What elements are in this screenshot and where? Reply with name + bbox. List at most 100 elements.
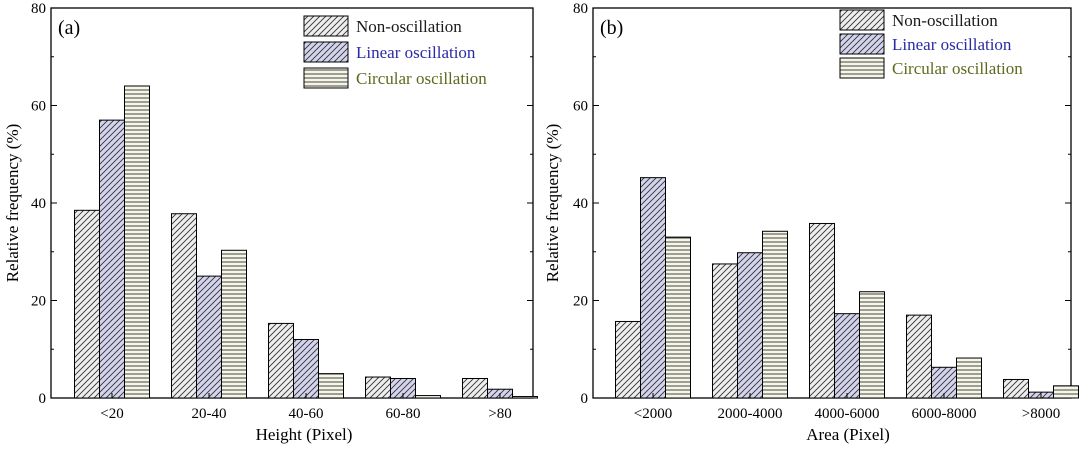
bar xyxy=(906,314,932,399)
bar-group xyxy=(74,85,538,399)
y-tick-label: 20 xyxy=(573,294,588,310)
bar xyxy=(615,320,641,399)
legend-swatch-outline xyxy=(839,57,885,79)
bar-hatch xyxy=(365,377,391,398)
legend-swatch-outline xyxy=(303,41,349,63)
legend-label: Non-oscillation xyxy=(356,17,462,36)
bar xyxy=(665,236,691,399)
bar xyxy=(931,366,957,399)
y-axis-ticks: 0 20 40 60 80 xyxy=(31,1,533,407)
bar xyxy=(99,119,125,399)
bar xyxy=(462,378,488,399)
x-tick-label: >8000 xyxy=(1022,406,1060,422)
x-tick-label: 20-40 xyxy=(192,406,227,422)
bar xyxy=(221,249,247,399)
bar xyxy=(512,396,538,399)
legend-swatch-outline xyxy=(839,9,885,31)
bar xyxy=(365,376,391,399)
bar-hatch xyxy=(737,252,763,398)
x-axis-ticks: <2000 2000-4000 4000-6000 6000-8000 >8000 xyxy=(634,393,1060,422)
bar xyxy=(196,275,222,399)
legend-swatch-hatch xyxy=(840,58,884,78)
legend-swatch-outline xyxy=(303,67,349,89)
bar-hatch xyxy=(809,223,835,398)
bar-outline xyxy=(1003,378,1029,399)
y-tick-label: 40 xyxy=(31,196,46,212)
bar-outline xyxy=(462,378,488,399)
x-axis-ticks: <20 20-40 40-60 60-80 >80 xyxy=(100,393,512,422)
y-axis-label: Relative frequency (%) xyxy=(543,124,562,283)
bar-hatch xyxy=(512,396,538,398)
y-tick-label: 60 xyxy=(573,99,588,115)
bar-outline xyxy=(859,291,885,399)
bar-hatch xyxy=(859,291,885,398)
bar-hatch xyxy=(1053,385,1079,398)
bar xyxy=(268,322,294,399)
bar xyxy=(124,85,150,399)
bar xyxy=(1003,378,1029,399)
bar-hatch xyxy=(615,321,641,398)
legend-label: Linear oscillation xyxy=(356,43,476,62)
panel-b: 0 20 40 60 80 <2000 2000-4000 4000-6000 6000-80… xyxy=(543,1,1079,444)
bar xyxy=(834,313,860,399)
y-tick-label: 20 xyxy=(31,294,46,310)
bar xyxy=(859,291,885,399)
bar xyxy=(318,373,344,399)
bar-outline xyxy=(124,85,150,399)
bar-outline xyxy=(221,249,247,399)
legend-item: Non-oscillation xyxy=(303,15,462,37)
y-axis-ticks: 0 20 40 60 80 xyxy=(573,1,1071,407)
y-tick-label: 80 xyxy=(573,1,588,17)
x-axis-label: Area (Pixel) xyxy=(806,425,890,444)
y-tick-label: 40 xyxy=(573,196,588,212)
legend-swatch-outline xyxy=(839,33,885,55)
legend-item: Circular oscillation xyxy=(303,67,487,89)
bar-hatch xyxy=(906,315,932,398)
legend-swatch-hatch xyxy=(304,68,348,88)
legend-item: Circular oscillation xyxy=(839,57,1023,79)
bar-group xyxy=(615,177,1079,399)
bar-hatch xyxy=(74,210,100,398)
legend-label: Linear oscillation xyxy=(892,35,1012,54)
bar-outline xyxy=(512,396,538,399)
bar xyxy=(762,230,788,399)
legend-swatch-hatch xyxy=(840,10,884,30)
y-tick-label: 0 xyxy=(39,391,47,407)
panel-label: (a) xyxy=(58,17,80,39)
y-axis-label: Relative frequency (%) xyxy=(3,124,22,283)
y-tick-label: 0 xyxy=(581,391,589,407)
x-tick-label: <2000 xyxy=(634,406,672,422)
bar xyxy=(415,395,441,399)
legend-swatch-hatch xyxy=(304,42,348,62)
bar xyxy=(171,213,197,399)
panel-label: (b) xyxy=(600,17,623,39)
bar-outline xyxy=(956,357,982,399)
bar-hatch xyxy=(931,367,957,398)
legend-item: Linear oscillation xyxy=(839,33,1012,55)
legend-swatch-hatch xyxy=(304,16,348,36)
bar-hatch xyxy=(462,378,488,398)
bar xyxy=(737,252,763,399)
bar-hatch xyxy=(762,231,788,398)
bar-hatch xyxy=(99,120,125,398)
bar-outline xyxy=(415,395,441,399)
bar-hatch xyxy=(415,395,441,398)
bar-hatch xyxy=(390,378,416,398)
legend: Non-oscillation Linear oscillation Circula… xyxy=(303,15,487,89)
bar-hatch xyxy=(124,86,150,398)
legend-item: Non-oscillation xyxy=(839,9,998,31)
bar xyxy=(74,209,100,399)
bar-hatch xyxy=(956,358,982,398)
bar-outline xyxy=(665,236,691,399)
bar-hatch xyxy=(171,213,197,398)
bar-hatch xyxy=(640,177,666,398)
bar xyxy=(293,339,319,399)
legend-swatch-outline xyxy=(303,15,349,37)
x-tick-label: 6000-8000 xyxy=(912,406,977,422)
y-tick-label: 60 xyxy=(31,99,46,115)
y-tick-label: 80 xyxy=(31,1,46,17)
bar xyxy=(1053,385,1079,399)
bar xyxy=(390,378,416,399)
bar-hatch xyxy=(293,339,319,398)
